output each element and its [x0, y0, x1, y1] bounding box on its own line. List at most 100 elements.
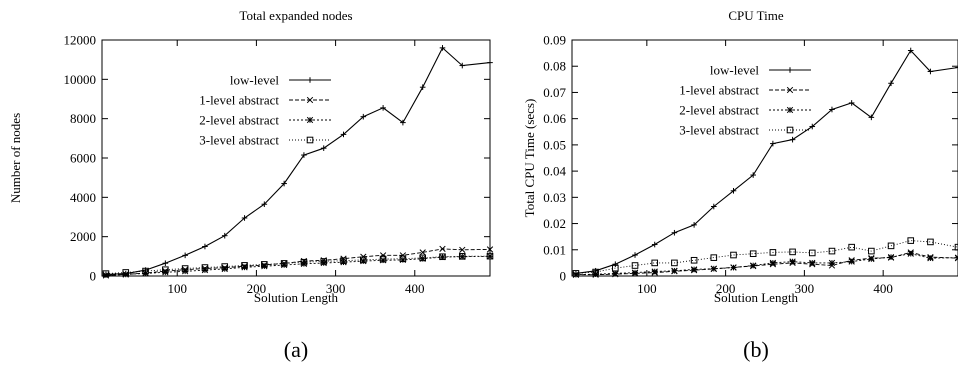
chart-total-expanded-nodes: Total expanded nodes Number of nodes Sol…: [8, 8, 494, 362]
data-point: [162, 269, 169, 276]
data-point: [868, 255, 875, 263]
subfigure-label: (b): [743, 337, 769, 362]
series-low-level: [573, 47, 958, 277]
data-point: [399, 252, 407, 259]
data-point: [690, 266, 698, 273]
chart-title: Total expanded nodes: [239, 8, 352, 23]
data-point: [955, 64, 958, 71]
data-point: [927, 253, 934, 261]
data-point: [828, 259, 836, 267]
data-point: [631, 270, 639, 277]
data-point: [181, 266, 189, 273]
series-line: [575, 49, 958, 274]
data-point: [379, 257, 387, 264]
legend-marker: [307, 77, 313, 83]
legend-marker: [306, 136, 314, 144]
data-point: [241, 215, 248, 221]
data-point: [459, 246, 466, 253]
y-tick-label: 0.09: [543, 33, 566, 48]
data-point: [221, 232, 228, 239]
x-tick-label: 200: [247, 281, 267, 296]
data-point: [907, 237, 915, 244]
series-low-level: [103, 45, 493, 278]
data-point: [280, 260, 288, 267]
data-point: [887, 242, 895, 250]
data-point: [592, 267, 599, 274]
data-point: [182, 252, 188, 259]
data-point: [769, 261, 777, 268]
data-point: [848, 243, 855, 251]
chart-title: CPU Time: [728, 8, 784, 23]
series-line: [575, 251, 958, 276]
legend-marker: [786, 106, 794, 114]
y-tick-label: 2000: [70, 229, 96, 244]
data-point: [380, 105, 386, 111]
x-axis-label: Solution Length: [714, 290, 799, 305]
data-point: [691, 222, 697, 228]
data-point: [631, 262, 639, 269]
y-tick-label: 0: [560, 269, 567, 284]
data-point: [300, 260, 308, 267]
data-point: [671, 259, 678, 267]
data-point: [459, 253, 466, 260]
plot-frame: [101, 39, 491, 277]
x-axis-label: Solution Length: [254, 290, 339, 305]
legend-label: 2-level abstract: [199, 113, 279, 128]
x-tick-label: 300: [326, 281, 346, 296]
data-point: [954, 243, 958, 251]
data-point: [651, 259, 659, 267]
data-point: [340, 131, 347, 138]
data-point: [486, 253, 494, 260]
series-2-level-abstract: [102, 253, 494, 279]
data-point: [887, 254, 895, 261]
legend: low-level 1-level abstract 2-level abstrac…: [679, 63, 811, 138]
data-point: [486, 246, 494, 253]
y-tick-label: 10000: [64, 72, 97, 87]
data-point: [690, 256, 698, 264]
data-point: [809, 261, 816, 268]
plot-frame: [571, 39, 958, 277]
x-tick-label: 100: [637, 281, 657, 296]
legend-label: 1-level abstract: [199, 93, 279, 108]
data-point: [954, 255, 958, 262]
data-point: [320, 145, 327, 151]
data-point: [651, 268, 658, 275]
data-point: [848, 100, 855, 106]
y-tick-label: 0.02: [543, 216, 566, 231]
series-1-level-abstract: [572, 249, 958, 278]
data-point: [281, 180, 287, 187]
data-point: [848, 257, 855, 264]
data-point: [300, 257, 308, 265]
data-point: [439, 45, 446, 51]
data-point: [671, 268, 678, 275]
legend-marker: [787, 67, 793, 73]
legend-marker: [306, 96, 314, 104]
data-point: [320, 259, 327, 267]
x-tick-label: 200: [716, 281, 736, 296]
data-point: [573, 270, 579, 277]
y-tick-label: 0.06: [543, 111, 566, 126]
data-point: [201, 265, 209, 272]
legend-label: 2-level abstract: [679, 103, 759, 118]
legend-marker: [306, 116, 314, 124]
y-axis-label: Total CPU Time (secs): [522, 99, 537, 218]
data-point: [592, 271, 599, 278]
data-point: [927, 238, 934, 246]
data-point: [142, 267, 149, 273]
data-point: [419, 249, 426, 256]
data-point: [487, 59, 493, 66]
data-point: [612, 261, 619, 267]
data-point: [439, 253, 446, 261]
data-point: [261, 201, 268, 208]
plot-area: 0 0.01 0.02 0.03 0.04 0.05 0.06 0.07 0.08 0.09 100…: [543, 33, 958, 296]
data-point: [750, 172, 756, 178]
chart-cpu-time: CPU Time Total CPU Time (secs) Solution …: [522, 8, 958, 362]
legend: low-level 1-level abstract 2-level abstrac…: [199, 73, 331, 148]
data-point: [888, 80, 894, 87]
legend-label: low-level: [710, 63, 759, 78]
data-point: [221, 265, 228, 273]
data-point: [808, 249, 816, 257]
data-point: [261, 261, 268, 269]
data-point: [750, 262, 757, 270]
